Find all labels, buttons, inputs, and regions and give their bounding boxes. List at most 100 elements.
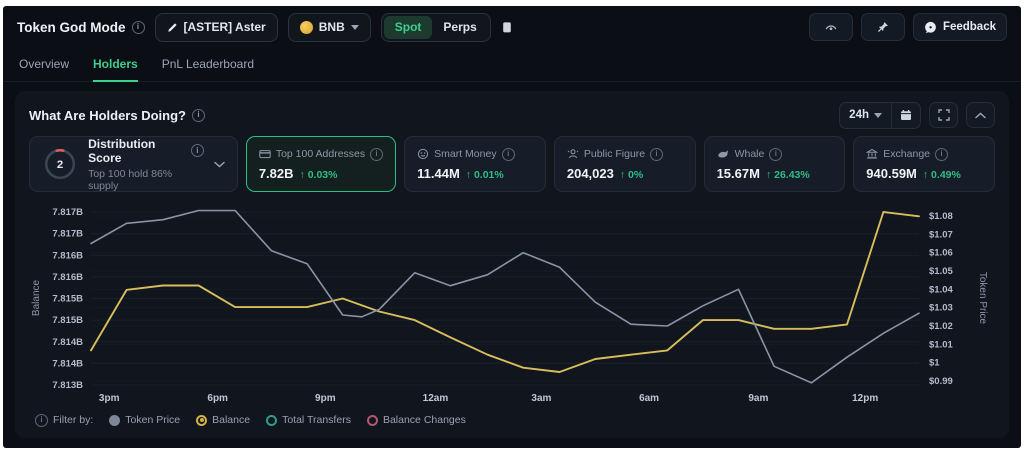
metric-value: 7.82B (258, 165, 294, 181)
chat-bubble-icon (925, 21, 936, 33)
bank-icon (866, 148, 879, 160)
collapse-button[interactable] (966, 102, 995, 128)
metric-value: 11.44M (417, 165, 460, 181)
chain-selector-label: BNB (318, 20, 345, 34)
metric-value-row: 204,023 ↑ 0% (567, 166, 683, 181)
svg-text:7.817B: 7.817B (52, 229, 83, 240)
pin-button[interactable] (860, 13, 905, 41)
chain-selector[interactable]: BNB (287, 12, 371, 42)
score-value: 2 (57, 159, 63, 171)
info-icon[interactable] (370, 147, 384, 161)
filter-option-label: Balance (212, 414, 251, 426)
eye-icon (825, 24, 837, 30)
svg-text:$1.08: $1.08 (929, 211, 953, 222)
feedback-label: Feedback (942, 21, 996, 33)
metric-value-row: 11.44M ↑ 0.01% (417, 166, 533, 181)
info-icon[interactable] (935, 147, 948, 161)
svg-text:6am: 6am (639, 393, 659, 404)
fullscreen-button[interactable] (929, 102, 958, 128)
topbar: Token God Mode [ASTER] Aster BNB Spot Pe… (3, 6, 1021, 48)
svg-text:12am: 12am (423, 393, 449, 404)
metric-value: 204,023 (566, 165, 614, 181)
svg-text:6pm: 6pm (207, 393, 228, 404)
card-public-figure[interactable]: Public Figure 204,023 ↑ 0% (553, 136, 696, 192)
metric-label-text: Exchange (883, 148, 930, 160)
radio-icon[interactable] (109, 414, 121, 426)
panel-title-text: What Are Holders Doing? (29, 107, 186, 123)
time-range-dropdown[interactable]: 24h (840, 109, 891, 121)
info-icon[interactable] (131, 20, 145, 34)
score-gauge: 2 (45, 149, 76, 179)
line-chart[interactable]: 7.817B 7.817B 7.816B 7.816B 7.815B 7.815B 7.81… (29, 198, 995, 408)
svg-text:7.817B: 7.817B (52, 207, 83, 218)
filter-label: Filter by: (35, 413, 94, 427)
filter-bar: Filter by: Token Price Balance Total Trans… (29, 408, 995, 432)
svg-text:9am: 9am (748, 393, 768, 404)
filter-option-total-transfers[interactable]: Total Transfers (266, 414, 351, 426)
token-selector[interactable]: [ASTER] Aster (154, 12, 278, 42)
metric-label: Public Figure (567, 147, 683, 161)
filter-option-label: Token Price (125, 414, 181, 426)
svg-text:7.816B: 7.816B (52, 272, 83, 283)
filter-option-balance-changes[interactable]: Balance Changes (366, 414, 466, 426)
panel-controls: 24h (839, 101, 995, 129)
card-smart-money[interactable]: Smart Money 11.44M ↑ 0.01% (404, 136, 546, 192)
calendar-icon (901, 110, 911, 120)
svg-text:Token Price: Token Price (977, 272, 988, 325)
chevron-down-icon[interactable] (214, 161, 225, 168)
distribution-score-card[interactable]: 2 Distribution Score Top 100 hold 86% su… (29, 136, 238, 192)
pencil-icon (167, 22, 178, 33)
svg-text:$0.99: $0.99 (929, 376, 953, 387)
svg-text:$1.06: $1.06 (929, 248, 953, 259)
calendar-button[interactable] (891, 102, 920, 128)
perps-tab[interactable]: Perps (443, 20, 477, 34)
radio-icon[interactable] (196, 414, 208, 426)
fullscreen-icon (937, 109, 950, 121)
filter-option-token-price[interactable]: Token Price (109, 414, 180, 426)
radio-icon[interactable] (266, 414, 278, 426)
time-range-value: 24h (849, 109, 869, 121)
watch-button[interactable] (808, 13, 853, 41)
card-top-100-addresses[interactable]: Top 100 Addresses 7.82B ↑ 0.03% (245, 136, 397, 192)
svg-text:$1.03: $1.03 (929, 303, 953, 314)
info-icon[interactable] (501, 147, 515, 161)
tab-overview[interactable]: Overview (19, 57, 70, 71)
info-icon[interactable] (191, 108, 205, 122)
info-icon[interactable] (769, 147, 783, 161)
holders-chart[interactable]: 7.817B 7.817B 7.816B 7.816B 7.815B 7.815B 7.81… (29, 198, 995, 408)
metric-value: 940.59M (866, 165, 917, 181)
svg-text:7.816B: 7.816B (52, 250, 83, 261)
docs-icon[interactable] (501, 21, 513, 34)
svg-text:$1: $1 (929, 358, 940, 369)
svg-text:7.815B: 7.815B (52, 294, 83, 305)
svg-text:$1.05: $1.05 (929, 266, 953, 277)
distribution-title: Distribution Score (88, 137, 204, 165)
time-range-group: 24h (839, 101, 921, 129)
metric-label-text: Public Figure (583, 148, 646, 160)
filter-option-balance[interactable]: Balance (196, 414, 250, 426)
metric-change: ↑ 0% (619, 168, 644, 181)
info-icon[interactable] (190, 144, 204, 157)
bnb-coin-icon (299, 20, 313, 34)
feedback-button[interactable]: Feedback (912, 13, 1007, 41)
metric-change: ↑ 0.01% (465, 168, 504, 181)
card-whale[interactable]: Whale 15.67M ↑ 26.43% (703, 136, 846, 192)
tab-holders[interactable]: Holders (93, 48, 138, 82)
tab-pnl-leaderboard[interactable]: PnL Leaderboard (161, 57, 254, 71)
filter-label-text: Filter by: (53, 414, 94, 426)
info-icon[interactable] (650, 147, 664, 161)
spot-tab[interactable]: Spot (383, 15, 433, 39)
card-exchange[interactable]: Exchange 940.59M ↑ 0.49% (853, 136, 996, 192)
filter-option-label: Balance Changes (382, 414, 466, 426)
radio-icon[interactable] (366, 414, 378, 426)
section-tabs: Overview Holders PnL Leaderboard (3, 48, 1021, 82)
panel-title: What Are Holders Doing? (29, 108, 205, 123)
distribution-subtitle: Top 100 hold 86% supply (88, 167, 173, 192)
svg-text:Balance: Balance (31, 279, 42, 316)
svg-text:12pm: 12pm (852, 393, 878, 404)
page-title-text: Token God Mode (17, 19, 126, 35)
metric-label-text: Top 100 Addresses (275, 148, 366, 160)
chevron-down-icon (874, 112, 882, 118)
chevron-down-icon (350, 24, 359, 30)
svg-text:$1.04: $1.04 (929, 284, 953, 295)
